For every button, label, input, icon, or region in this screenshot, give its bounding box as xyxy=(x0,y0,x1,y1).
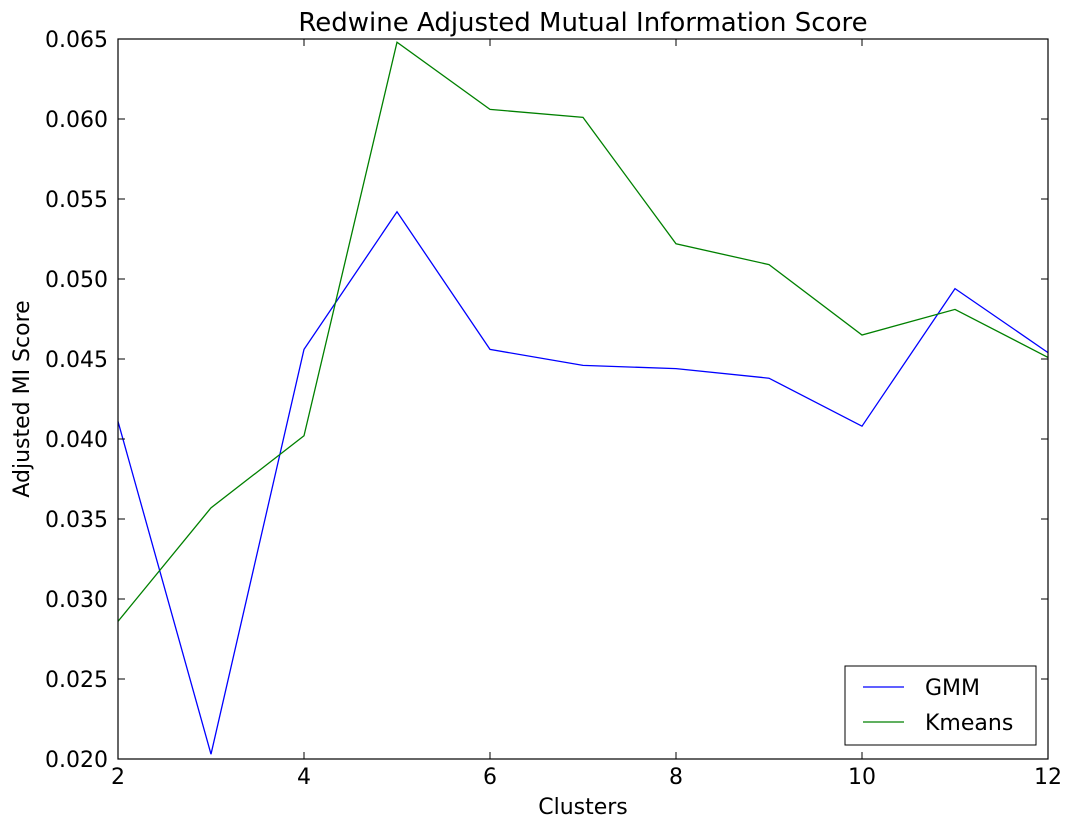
x-tick-label: 4 xyxy=(297,765,311,790)
x-axis-title: Clusters xyxy=(538,795,628,820)
y-tick-label: 0.030 xyxy=(45,588,108,613)
legend-label-gmm: GMM xyxy=(925,676,980,701)
y-tick-label: 0.020 xyxy=(45,748,108,773)
x-tick-label: 2 xyxy=(111,765,125,790)
x-tick-label: 10 xyxy=(848,765,876,790)
legend-box xyxy=(844,665,1037,746)
y-tick-label: 0.050 xyxy=(45,268,108,293)
series-line-kmeans xyxy=(117,41,1049,622)
legend-label-kmeans: Kmeans xyxy=(925,711,1013,736)
x-tick-label: 12 xyxy=(1034,765,1062,790)
chart-title: Redwine Adjusted Mutual Information Scor… xyxy=(298,8,867,38)
series-group xyxy=(117,41,1049,755)
x-tick-label: 8 xyxy=(669,765,683,790)
legend: GMM Kmeans xyxy=(844,665,1037,746)
y-tick-label: 0.065 xyxy=(45,28,108,53)
y-tick-label: 0.040 xyxy=(45,428,108,453)
series-line-gmm xyxy=(117,210,1049,755)
ticks-group: 2 4 6 8 10 12 0.020 0.025 0.030 0.035 0.040 0.045 0.… xyxy=(45,28,1062,790)
x-tick-label: 6 xyxy=(483,765,497,790)
y-axis-title: Adjusted MI Score xyxy=(10,300,35,497)
y-tick-label: 0.055 xyxy=(45,188,108,213)
y-tick-label: 0.025 xyxy=(45,668,108,693)
y-tick-label: 0.035 xyxy=(45,508,108,533)
y-tick-label: 0.060 xyxy=(45,108,108,133)
plot-area-frame xyxy=(117,38,1049,760)
y-tick-label: 0.045 xyxy=(45,348,108,373)
